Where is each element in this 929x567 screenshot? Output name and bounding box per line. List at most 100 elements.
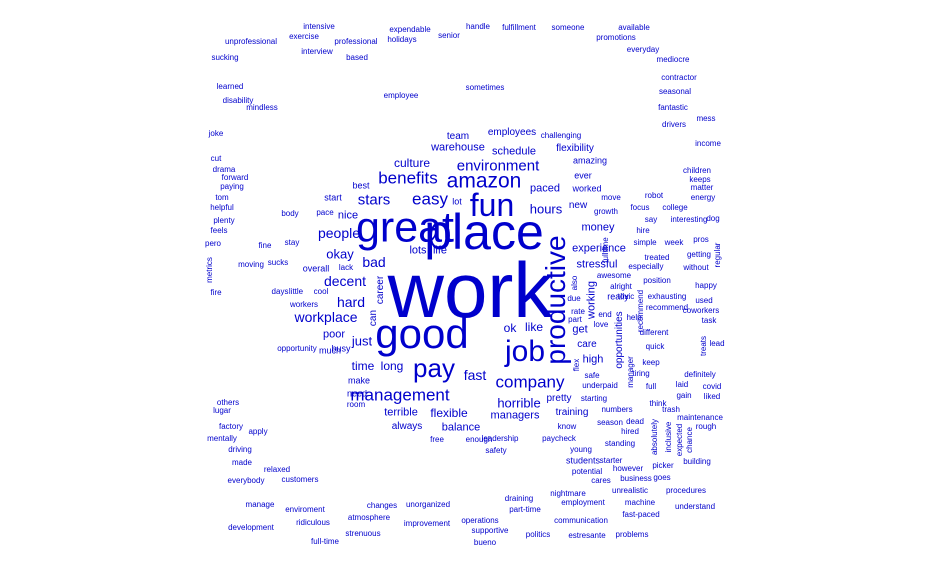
word: politics: [525, 530, 551, 539]
word: development: [228, 523, 274, 532]
word: estresante: [568, 531, 606, 540]
word: due: [567, 294, 581, 303]
word: machine: [624, 498, 656, 507]
word: nightmare: [550, 489, 586, 498]
word: pace: [316, 208, 334, 217]
word: hired: [621, 427, 639, 436]
word: high: [582, 353, 604, 366]
word: driving: [228, 445, 252, 454]
word: sometimes: [465, 83, 505, 92]
word: procedures: [665, 486, 707, 495]
word: job: [504, 335, 546, 368]
word: factory: [218, 422, 244, 431]
word: pros: [693, 235, 709, 244]
word: fun: [469, 187, 515, 223]
word: fast: [463, 367, 487, 383]
word: end: [598, 310, 612, 319]
word: stay: [284, 238, 300, 247]
word: worked: [572, 183, 602, 194]
word: coworkers: [682, 306, 720, 315]
word: young: [570, 445, 592, 454]
word: decent: [323, 273, 367, 289]
word: help: [626, 313, 642, 322]
word: matter: [690, 183, 714, 192]
word: love: [593, 320, 609, 329]
word: problems: [615, 530, 649, 539]
word: however: [612, 464, 644, 473]
word: terrible: [384, 406, 418, 419]
word: manage: [245, 500, 275, 509]
word: communication: [554, 516, 608, 525]
word: draining: [504, 494, 534, 503]
word: standing: [604, 439, 636, 448]
word: lead: [709, 339, 725, 348]
word: really: [607, 291, 629, 302]
word: free: [430, 435, 444, 444]
word: atmosphere: [347, 513, 391, 522]
word: tiring: [632, 369, 650, 378]
word: apply: [248, 427, 268, 436]
word: college: [662, 203, 688, 212]
word: available: [618, 23, 650, 32]
word: great: [355, 203, 455, 252]
word: promotions: [596, 33, 636, 42]
word: get: [572, 323, 588, 336]
word: dead: [626, 417, 644, 426]
word: fast-paced: [622, 510, 660, 519]
word: pero: [204, 239, 222, 248]
word: workers: [289, 300, 319, 309]
word: sucks: [267, 258, 289, 267]
word: training: [555, 407, 589, 418]
word: balance: [441, 421, 481, 434]
word: quick: [645, 342, 665, 351]
word: room: [346, 400, 366, 409]
word: position: [643, 276, 671, 285]
word: full-time: [310, 537, 340, 546]
word: much: [318, 345, 342, 356]
word: productive: [540, 235, 571, 365]
word: lugar: [213, 406, 231, 415]
word: professional: [334, 37, 378, 46]
word: lot: [452, 196, 462, 207]
word: forward: [221, 173, 249, 182]
word: like: [524, 320, 544, 334]
word: cool: [313, 287, 329, 296]
word: fantastic: [658, 103, 688, 112]
word: gain: [676, 391, 692, 400]
word: flexible: [430, 406, 468, 420]
word: treated: [644, 253, 670, 262]
word: inclusive: [664, 421, 673, 453]
word: part: [568, 315, 582, 324]
word: challenging: [540, 131, 582, 140]
word: employee: [383, 91, 419, 100]
word: drivers: [661, 120, 687, 129]
word: business: [620, 474, 652, 483]
word: place: [424, 204, 544, 260]
word: warehouse: [431, 141, 485, 154]
word: safe: [584, 371, 600, 380]
word: goes: [653, 473, 671, 482]
word: energy: [690, 193, 716, 202]
word: treats: [699, 335, 708, 357]
word: happy: [695, 281, 717, 290]
word: ok: [503, 321, 517, 335]
word: cares: [591, 476, 611, 485]
word: lack: [338, 263, 354, 272]
word: focus: [630, 203, 650, 212]
word: paying: [220, 182, 244, 191]
word: say: [644, 215, 658, 224]
word: pretty: [546, 393, 572, 404]
word: working: [585, 281, 598, 319]
word: recommend: [636, 289, 645, 333]
word: horrible: [497, 395, 541, 411]
word: children: [682, 166, 712, 175]
word: task: [701, 316, 717, 325]
word: little: [288, 287, 304, 296]
word: laid: [675, 380, 689, 389]
word: mess: [696, 114, 716, 123]
word: changes: [366, 501, 398, 510]
word: season: [597, 418, 623, 427]
word: move: [601, 193, 621, 202]
word: different: [639, 328, 669, 337]
word: paced: [530, 182, 560, 195]
